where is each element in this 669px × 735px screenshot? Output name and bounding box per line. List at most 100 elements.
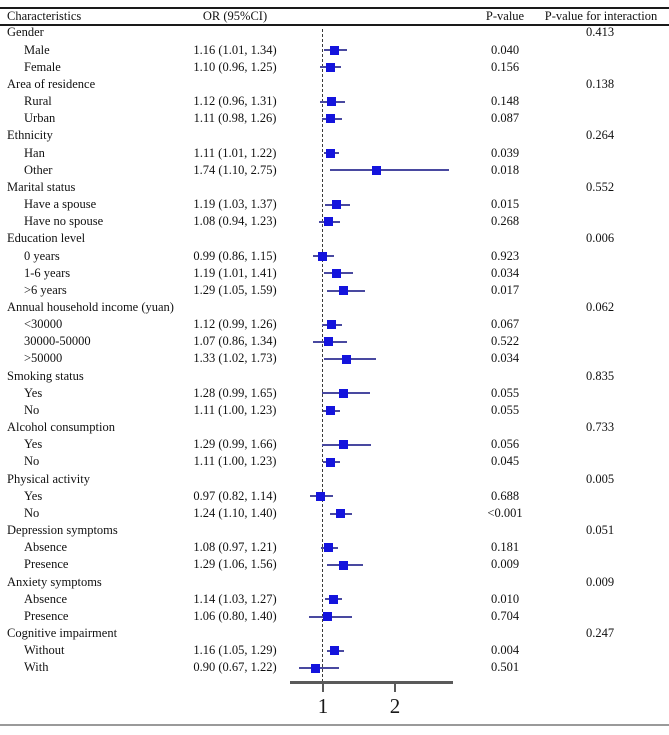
forest-group-row: Anxiety symptoms 0.009 xyxy=(0,574,669,591)
p-interaction-value: 0.138 xyxy=(585,76,615,91)
row-label: 30000-50000 xyxy=(24,334,91,349)
forest-group-row: Area of residence 0.138 xyxy=(0,76,669,93)
row-label: Female xyxy=(24,59,61,74)
or-marker xyxy=(323,337,333,347)
p-value: 0.055 xyxy=(490,385,520,400)
group-label: Cognitive impairment xyxy=(7,626,118,641)
p-value: 0.017 xyxy=(490,282,520,297)
p-value: 0.156 xyxy=(490,59,520,74)
p-value: 0.040 xyxy=(490,42,520,57)
forest-item-row: Yes 1.29 (0.99, 1.66) 0.056 xyxy=(0,436,669,453)
row-label: Yes xyxy=(24,488,43,503)
p-interaction-value: 0.552 xyxy=(585,179,615,194)
p-value: 0.004 xyxy=(490,643,520,658)
top-rule xyxy=(0,7,669,9)
p-interaction-value: 0.005 xyxy=(585,471,615,486)
x-axis-tick-label: 1 xyxy=(317,694,329,718)
or-marker xyxy=(328,594,338,604)
forest-item-row: Presence 1.06 (0.80, 1.40) 0.704 xyxy=(0,608,669,625)
p-value: 0.704 xyxy=(490,608,520,623)
forest-item-row: Have no spouse 1.08 (0.94, 1.23) 0.268 xyxy=(0,213,669,230)
or-marker xyxy=(322,612,332,622)
or-ci-text: 1.19 (1.01, 1.41) xyxy=(193,265,277,280)
or-ci-text: 1.16 (1.05, 1.29) xyxy=(193,643,277,658)
row-label: Han xyxy=(24,145,45,160)
or-ci-text: 1.11 (1.01, 1.22) xyxy=(193,145,277,160)
p-value: 0.522 xyxy=(490,334,520,349)
row-label: No xyxy=(24,454,40,469)
or-ci-text: 1.29 (1.05, 1.59) xyxy=(193,282,277,297)
forest-item-row: Han 1.11 (1.01, 1.22) 0.039 xyxy=(0,145,669,162)
column-header-p-interaction: P-value for interaction xyxy=(544,9,658,23)
or-marker xyxy=(325,62,335,72)
group-label: Anxiety symptoms xyxy=(7,574,102,589)
forest-item-row: 30000-50000 1.07 (0.86, 1.34) 0.522 xyxy=(0,333,669,350)
header-rule xyxy=(0,24,669,26)
group-label: Smoking status xyxy=(7,368,84,383)
bottom-rule xyxy=(0,724,669,726)
p-value: 0.268 xyxy=(490,214,520,229)
row-label: Other xyxy=(24,162,53,177)
forest-item-row: With 0.90 (0.67, 1.22) 0.501 xyxy=(0,659,669,676)
or-marker xyxy=(324,217,334,227)
forest-item-row: Yes 1.28 (0.99, 1.65) 0.055 xyxy=(0,385,669,402)
or-marker xyxy=(326,406,336,416)
forest-item-row: Yes 0.97 (0.82, 1.14) 0.688 xyxy=(0,488,669,505)
group-label: Gender xyxy=(7,25,44,40)
forest-group-row: Smoking status 0.835 xyxy=(0,368,669,385)
p-value: 0.009 xyxy=(490,557,520,572)
or-ci-text: 0.90 (0.67, 1.22) xyxy=(193,660,277,675)
or-marker xyxy=(316,491,326,501)
row-label: Rural xyxy=(24,94,52,109)
or-ci-text: 1.12 (0.96, 1.31) xyxy=(193,94,277,109)
p-value: 0.148 xyxy=(490,94,520,109)
forest-group-row: Education level 0.006 xyxy=(0,230,669,247)
group-label: Annual household income (yuan) xyxy=(7,299,174,314)
or-ci-text: 0.97 (0.82, 1.14) xyxy=(193,488,277,503)
p-value: 0.039 xyxy=(490,145,520,160)
or-ci-text: 1.08 (0.94, 1.23) xyxy=(193,214,277,229)
or-marker xyxy=(332,200,342,210)
row-label: With xyxy=(24,660,49,675)
or-ci-text: 1.14 (1.03, 1.27) xyxy=(193,591,277,606)
p-value: 0.056 xyxy=(490,437,520,452)
row-label: Absence xyxy=(24,591,68,606)
p-interaction-value: 0.264 xyxy=(585,128,615,143)
or-ci-text: 1.33 (1.02, 1.73) xyxy=(193,351,277,366)
p-interaction-value: 0.413 xyxy=(585,25,615,40)
p-value: 0.067 xyxy=(490,317,520,332)
row-label: Absence xyxy=(24,540,68,555)
or-marker xyxy=(326,148,336,158)
forest-item-row: Other 1.74 (1.10, 2.75) 0.018 xyxy=(0,162,669,179)
p-value: 0.688 xyxy=(490,488,520,503)
x-axis-line xyxy=(290,681,453,684)
p-value: 0.015 xyxy=(490,197,520,212)
or-ci-text: 1.07 (0.86, 1.34) xyxy=(193,334,277,349)
group-label: Area of residence xyxy=(7,76,96,91)
p-value: <0.001 xyxy=(487,505,523,520)
row-label: Urban xyxy=(24,111,56,126)
or-marker xyxy=(342,354,352,364)
column-header-p-value: P-value xyxy=(485,9,525,23)
column-header-or-ci: OR (95%CI) xyxy=(202,9,268,23)
forest-group-row: Alcohol consumption 0.733 xyxy=(0,419,669,436)
row-label: No xyxy=(24,402,40,417)
row-label: >50000 xyxy=(24,351,63,366)
or-marker xyxy=(317,251,327,261)
group-label: Depression symptoms xyxy=(7,523,118,538)
forest-item-row: No 1.11 (1.00, 1.23) 0.055 xyxy=(0,402,669,419)
column-header-characteristics: Characteristics xyxy=(7,9,82,23)
or-marker xyxy=(327,97,337,107)
p-value: 0.034 xyxy=(490,265,520,280)
p-value: 0.010 xyxy=(490,591,520,606)
forest-item-row: Presence 1.29 (1.06, 1.56) 0.009 xyxy=(0,556,669,573)
forest-item-row: No 1.11 (1.00, 1.23) 0.045 xyxy=(0,453,669,470)
or-marker xyxy=(335,509,345,519)
x-axis-tick xyxy=(394,684,396,692)
or-ci-text: 0.99 (0.86, 1.15) xyxy=(193,248,277,263)
forest-item-row: >50000 1.33 (1.02, 1.73) 0.034 xyxy=(0,350,669,367)
or-marker xyxy=(330,646,340,656)
p-value: 0.055 xyxy=(490,402,520,417)
or-ci-text: 1.06 (0.80, 1.40) xyxy=(193,608,277,623)
